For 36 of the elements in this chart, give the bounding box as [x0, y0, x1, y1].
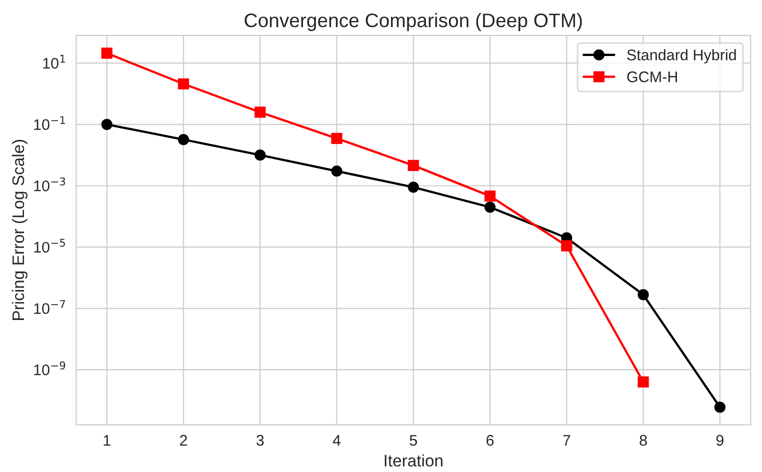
y-axis-title: Pricing Error (Log Scale) [12, 140, 28, 320]
y-tick-label: 10$^{−3}$ [34, 177, 66, 192]
point [484, 190, 496, 202]
point [638, 376, 649, 388]
point [101, 48, 112, 59]
x-tick-label: 6 [486, 434, 494, 446]
chart-title: Convergence Comparison (Deep OTM) [244, 12, 582, 32]
x-tick-label: 8 [640, 434, 647, 446]
legend-label: Standard Hybrid [627, 49, 736, 64]
x-tick-label: 4 [332, 435, 341, 446]
x-tick-label: 1 [104, 435, 110, 446]
point [408, 182, 419, 193]
point [638, 289, 649, 300]
point [254, 106, 266, 118]
y-tick-label: 10$^{−9}$ [34, 361, 66, 376]
x-axis-title: Iteration [384, 454, 442, 467]
x-tick-label: 2 [180, 434, 187, 446]
point [561, 240, 572, 252]
point [178, 134, 190, 146]
y-tick-label: 10$^{1}$ [43, 54, 65, 69]
point [408, 160, 419, 171]
legend-label: GCM-H [627, 71, 677, 82]
x-tick-label: 7 [563, 435, 570, 446]
point [331, 132, 342, 144]
point [714, 402, 726, 413]
x-tick-label: 5 [410, 435, 417, 446]
point [331, 166, 342, 177]
point [484, 202, 496, 213]
point [101, 118, 112, 130]
x-tick-label: 3 [256, 434, 264, 446]
y-tick-label: 10$^{−5}$ [34, 238, 65, 253]
y-tick-label: 10$^{−1}$ [34, 116, 65, 130]
y-tick-label: 10$^{−7}$ [34, 300, 66, 314]
point [254, 150, 266, 161]
point [178, 78, 190, 90]
x-tick-label: 9 [716, 434, 724, 446]
